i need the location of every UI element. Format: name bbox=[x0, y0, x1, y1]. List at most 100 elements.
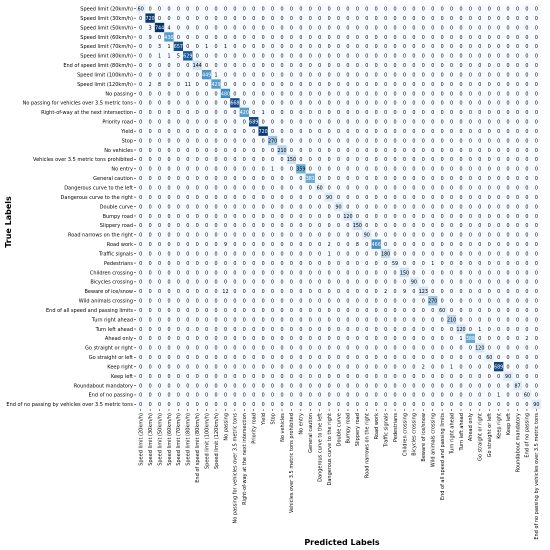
heatmap-cell bbox=[239, 314, 250, 325]
cell-value-label: 0 bbox=[488, 25, 491, 31]
heatmap-cell bbox=[136, 32, 146, 42]
cell-value-label: 0 bbox=[535, 91, 538, 97]
cell-value-label: 0 bbox=[497, 308, 500, 314]
cell-value-label: 0 bbox=[459, 157, 462, 163]
heatmap-cell bbox=[267, 126, 278, 136]
cell-value-label: 0 bbox=[337, 44, 340, 50]
heatmap-cell bbox=[173, 371, 184, 381]
heatmap-cell bbox=[305, 324, 316, 334]
cell-value-label: 120 bbox=[343, 214, 352, 220]
heatmap-cell bbox=[164, 41, 174, 52]
heatmap-cell bbox=[277, 296, 287, 306]
cell-value-label: 0 bbox=[243, 167, 246, 173]
cell-value-label: 0 bbox=[412, 63, 415, 69]
heatmap-cell bbox=[314, 305, 325, 315]
heatmap-cell bbox=[437, 22, 447, 33]
cell-value-label: 0 bbox=[318, 82, 321, 88]
heatmap-cell bbox=[230, 201, 240, 212]
heatmap-cell bbox=[456, 173, 466, 184]
cell-value-label: 0 bbox=[233, 82, 236, 88]
cell-value-label: 0 bbox=[262, 402, 265, 408]
heatmap-cell bbox=[183, 352, 193, 363]
heatmap-cell bbox=[437, 390, 447, 400]
heatmap-cell bbox=[512, 399, 523, 410]
heatmap-cell bbox=[484, 267, 495, 278]
cell-value-label: 0 bbox=[139, 72, 142, 78]
cell-value-label: 0 bbox=[478, 242, 481, 248]
heatmap-cell bbox=[192, 371, 202, 381]
cell-value-label: 0 bbox=[233, 374, 236, 380]
heatmap-cell bbox=[352, 107, 363, 118]
heatmap-cell bbox=[371, 239, 381, 249]
cell-value-label: 0 bbox=[356, 138, 359, 144]
heatmap-cell bbox=[343, 399, 353, 410]
cell-value-label: 0 bbox=[516, 101, 519, 107]
heatmap-cell bbox=[465, 296, 476, 306]
heatmap-cell bbox=[371, 305, 381, 315]
cell-value-label: 0 bbox=[488, 280, 491, 286]
heatmap-cell bbox=[399, 286, 410, 297]
heatmap-cell bbox=[465, 164, 476, 174]
cell-value-label: 0 bbox=[280, 308, 283, 314]
y-tick-label: Speed limit (20km/h) bbox=[80, 7, 133, 13]
cell-value-label: 0 bbox=[328, 223, 331, 229]
heatmap-cell bbox=[296, 333, 306, 344]
cell-value-label: 0 bbox=[196, 16, 199, 22]
cell-value-label: 9 bbox=[403, 289, 406, 295]
heatmap-cell bbox=[428, 13, 438, 23]
x-tick-label: Beware of ice/snow bbox=[421, 413, 427, 462]
heatmap-cell bbox=[258, 135, 268, 146]
cell-value-label: 0 bbox=[252, 195, 255, 201]
heatmap-cell bbox=[333, 98, 344, 108]
cell-value-label: 0 bbox=[412, 223, 415, 229]
heatmap-cell bbox=[465, 324, 476, 334]
cell-value-label: 0 bbox=[488, 176, 491, 182]
heatmap-cell bbox=[211, 267, 221, 278]
heatmap-cell bbox=[267, 267, 278, 278]
cell-value-label: 0 bbox=[422, 176, 425, 182]
cell-value-label: 0 bbox=[290, 317, 293, 323]
heatmap-cell bbox=[418, 60, 429, 70]
cell-value-label: 0 bbox=[280, 402, 283, 408]
cell-value-label: 0 bbox=[403, 204, 406, 210]
cell-value-label: 0 bbox=[243, 402, 246, 408]
cell-value-label: 0 bbox=[328, 214, 331, 220]
cell-value-label: 0 bbox=[309, 185, 312, 191]
heatmap-cell bbox=[211, 154, 221, 165]
cell-value-label: 0 bbox=[224, 308, 227, 314]
heatmap-cell bbox=[512, 267, 523, 278]
heatmap-cell bbox=[531, 267, 542, 278]
cell-value-label: 0 bbox=[488, 101, 491, 107]
heatmap-cell bbox=[136, 380, 146, 391]
cell-value-label: 0 bbox=[233, 72, 236, 78]
cell-value-label: 0 bbox=[535, 148, 538, 154]
heatmap-cell bbox=[371, 286, 381, 297]
heatmap-cell bbox=[305, 267, 316, 278]
cell-value-label: 0 bbox=[243, 233, 246, 239]
heatmap-cell bbox=[249, 390, 259, 400]
cell-value-label: 0 bbox=[507, 242, 510, 248]
heatmap-cell bbox=[475, 201, 485, 212]
heatmap-cell bbox=[409, 22, 419, 33]
cell-value-label: 0 bbox=[403, 25, 406, 31]
heatmap-cell bbox=[475, 286, 485, 297]
heatmap-cell bbox=[286, 371, 297, 381]
cell-value-label: 0 bbox=[403, 374, 406, 380]
heatmap-cell bbox=[343, 258, 353, 268]
heatmap-cell bbox=[286, 258, 297, 268]
heatmap-cell bbox=[201, 41, 212, 52]
cell-value-label: 0 bbox=[139, 261, 142, 267]
cell-value-label: 0 bbox=[205, 16, 208, 22]
cell-value-label: 0 bbox=[356, 72, 359, 78]
heatmap-cell bbox=[399, 296, 410, 306]
cell-value-label: 0 bbox=[205, 120, 208, 126]
cell-value-label: 0 bbox=[262, 374, 265, 380]
heatmap-cell bbox=[437, 173, 447, 184]
heatmap-cell bbox=[145, 361, 155, 372]
heatmap-cell bbox=[343, 277, 353, 287]
cell-value-label: 270 bbox=[428, 299, 437, 305]
cell-value-label: 1 bbox=[158, 54, 161, 60]
heatmap-cell bbox=[145, 286, 155, 297]
heatmap-cell bbox=[239, 201, 250, 212]
heatmap-cell bbox=[164, 239, 174, 249]
